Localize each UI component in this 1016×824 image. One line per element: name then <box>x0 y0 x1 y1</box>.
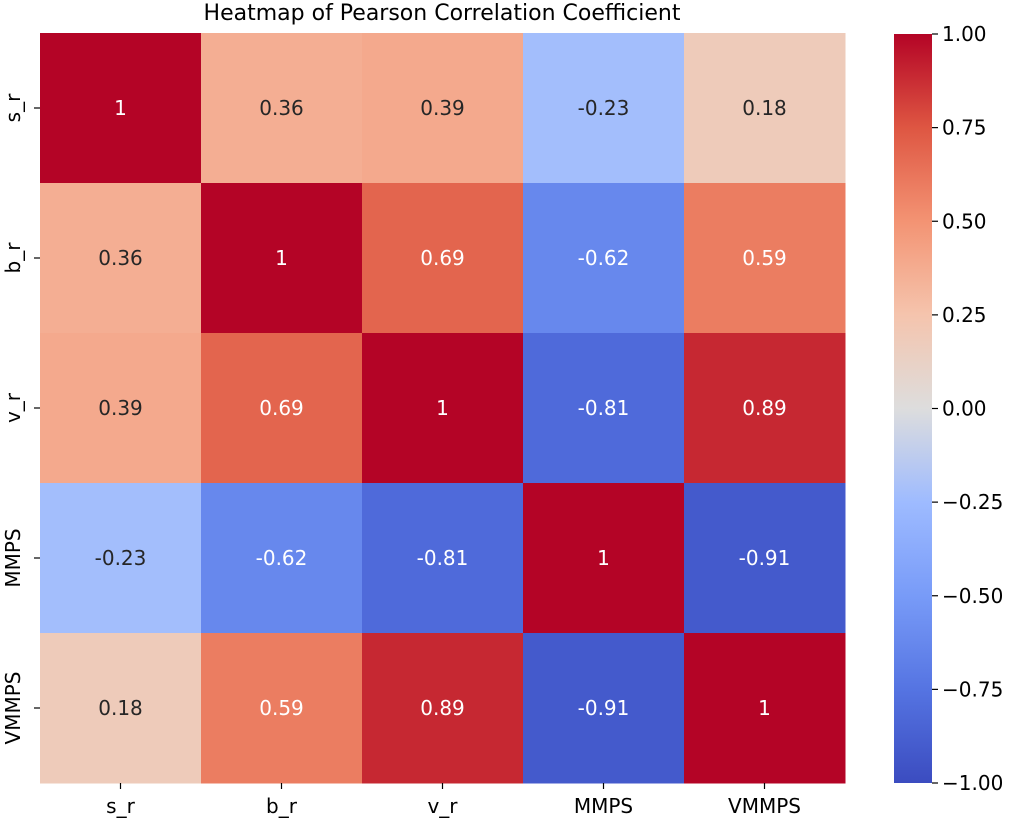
chart-title: Heatmap of Pearson Correlation Coefficie… <box>204 1 681 26</box>
cell-value-label: -0.81 <box>578 396 630 420</box>
colorbar-tick-label: 0.25 <box>942 303 987 327</box>
heatmap-cell <box>201 333 363 484</box>
row-tick-label: MMPS <box>1 528 25 587</box>
cell-value-label: -0.23 <box>578 96 630 120</box>
colorbar-ticks: 1.00 0.75 0.50 0.25 0.00 −0.25 −0.50 −0.75 −1.00 <box>932 22 1003 795</box>
heatmap-cell <box>362 333 524 484</box>
colorbar-tick-label: −0.50 <box>942 584 1003 608</box>
heatmap-cell <box>201 483 363 634</box>
cell-value-label: -0.91 <box>739 546 791 570</box>
heatmap-cell <box>40 183 202 334</box>
column-tick-label: v_r <box>427 794 458 818</box>
heatmap-cell <box>684 183 846 334</box>
heatmap-cell <box>523 333 685 484</box>
colorbar-tick-label: 0.50 <box>942 209 987 233</box>
row-tick-label: s_r <box>1 93 25 122</box>
cell-value-label: 0.39 <box>420 96 465 120</box>
cell-value-label: 0.59 <box>259 696 304 720</box>
heatmap-cell <box>523 633 685 784</box>
cell-value-label: 0.59 <box>742 246 787 270</box>
heatmap-cell <box>362 183 524 334</box>
cell-value-label: 0.36 <box>259 96 304 120</box>
column-tick-label: VMMPS <box>728 794 801 818</box>
cell-value-label: 1 <box>597 546 610 570</box>
heatmap-cell <box>362 33 524 184</box>
cell-value-label: 0.69 <box>420 246 465 270</box>
cell-value-label: 0.89 <box>742 396 787 420</box>
cell-value-label: -0.81 <box>417 546 469 570</box>
cell-value-label: 1 <box>275 246 288 270</box>
column-tick-labels: s_r b_r v_r MMPS VMMPS <box>106 783 801 818</box>
cell-value-label: -0.91 <box>578 696 630 720</box>
cell-value-label: 0.18 <box>742 96 787 120</box>
heatmap-cell <box>201 633 363 784</box>
column-tick-label: MMPS <box>574 794 633 818</box>
heatmap-cells: 1 0.36 0.39 -0.23 0.18 0.36 1 0.69 -0.62 0.59 0.39… <box>40 33 846 784</box>
cell-value-label: 0.39 <box>98 396 143 420</box>
heatmap-cell <box>201 183 363 334</box>
heatmap-cell <box>523 483 685 634</box>
cell-value-label: -0.62 <box>578 246 630 270</box>
colorbar-tick-label: −0.75 <box>942 677 1003 701</box>
cell-value-label: -0.23 <box>95 546 147 570</box>
cell-value-label: -0.62 <box>256 546 308 570</box>
heatmap-cell <box>40 333 202 484</box>
heatmap-cell <box>684 483 846 634</box>
row-tick-label: b_r <box>1 242 25 274</box>
row-tick-label: VMMPS <box>1 672 25 745</box>
cell-value-label: 1 <box>436 396 449 420</box>
cell-value-label: 0.36 <box>98 246 143 270</box>
heatmap-cell <box>201 33 363 184</box>
cell-value-label: 1 <box>114 96 127 120</box>
colorbar <box>894 34 932 783</box>
colorbar-tick-label: 0.75 <box>942 116 987 140</box>
cell-value-label: 0.18 <box>98 696 143 720</box>
heatmap-cell <box>40 633 202 784</box>
heatmap-cell <box>523 183 685 334</box>
heatmap-cell <box>684 633 846 784</box>
row-tick-label: v_r <box>1 392 25 423</box>
heatmap-cell <box>684 33 846 184</box>
cell-value-label: 0.89 <box>420 696 465 720</box>
heatmap-cell <box>362 633 524 784</box>
heatmap-cell <box>40 483 202 634</box>
colorbar-tick-label: −0.25 <box>942 490 1003 514</box>
row-tick-labels: s_r b_r v_r MMPS VMMPS <box>1 93 40 745</box>
heatmap-cell <box>362 483 524 634</box>
colorbar-tick-label: 0.00 <box>942 397 987 421</box>
column-tick-label: b_r <box>266 794 298 818</box>
heatmap-cell <box>684 333 846 484</box>
cell-value-label: 0.69 <box>259 396 304 420</box>
colorbar-tick-label: 1.00 <box>942 22 987 46</box>
cell-value-label: 1 <box>758 696 771 720</box>
colorbar-tick-label: −1.00 <box>942 771 1003 795</box>
heatmap-cell <box>40 33 202 184</box>
column-tick-label: s_r <box>106 794 135 818</box>
heatmap-cell <box>523 33 685 184</box>
